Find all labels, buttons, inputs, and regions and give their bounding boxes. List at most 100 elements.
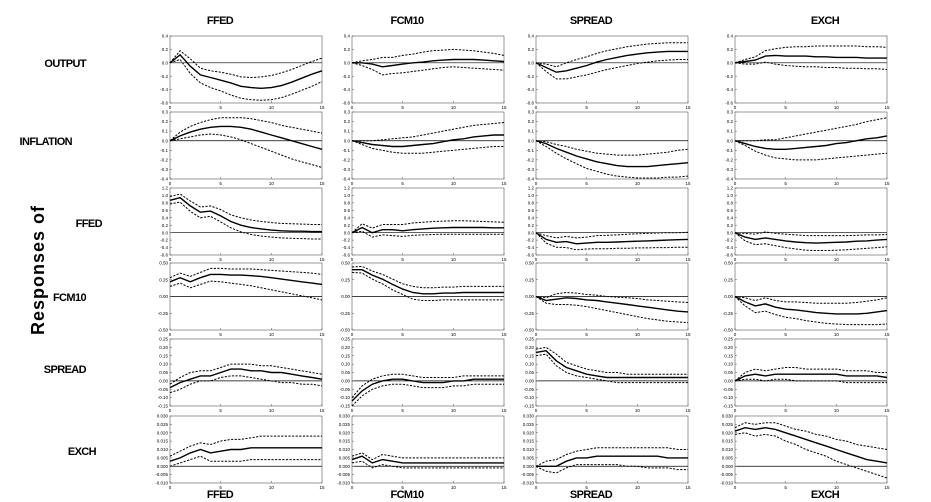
x-tick-label: 0 — [169, 181, 172, 186]
y-tick-label: -0.1 — [160, 148, 168, 153]
column-header-exch: EXCH — [811, 15, 840, 27]
x-tick-label: 10 — [635, 332, 641, 337]
y-tick-label: 0.05 — [341, 370, 350, 375]
x-tick-label: 5 — [585, 408, 588, 413]
y-tick-label: 0.00 — [525, 378, 534, 383]
x-tick-label: 5 — [585, 332, 588, 337]
x-tick-label: 5 — [784, 257, 787, 262]
x-tick-label: 0 — [535, 485, 538, 490]
y-tick-label: -0.50 — [524, 328, 535, 333]
x-tick-label: 10 — [451, 105, 457, 110]
x-tick-label: 10 — [269, 257, 275, 262]
x-tick-label: 15 — [884, 105, 890, 110]
panel-ffed-ffed: 1.2 1.0 0.8 0.6 0.4 0.2 0.0 -0.2 -0.4 -0.60 5 10 15 — [160, 186, 325, 262]
y-tick-label: -0.2 — [725, 238, 733, 243]
panel-frame — [535, 415, 689, 484]
y-tick-label: 0.000 — [157, 464, 169, 469]
y-tick-label: 0.0 — [727, 138, 734, 143]
y-tick-label: 0.3 — [344, 110, 351, 115]
y-tick-label: -0.6 — [526, 253, 534, 258]
y-tick-label: -0.05 — [723, 387, 734, 392]
y-tick-label: 0.25 — [525, 277, 534, 282]
y-tick-label: 0.50 — [724, 261, 733, 266]
response-line — [351, 455, 504, 464]
panel-fcm10-spread: 0.50 0.25 0.00 -0.25 -0.500 5 10 15 — [524, 261, 691, 337]
y-tick-label: 0.2 — [162, 119, 169, 124]
x-tick-label: 10 — [635, 181, 641, 186]
column-footer-exch: EXCH — [811, 489, 840, 501]
x-tick-label: 10 — [451, 408, 457, 413]
y-tick-label: 0.2 — [727, 119, 734, 124]
y-tick-label: 0.25 — [341, 337, 350, 342]
x-tick-label: 5 — [784, 181, 787, 186]
y-tick-label: -0.10 — [723, 395, 734, 400]
x-tick-label: 15 — [501, 181, 507, 186]
y-tick-label: 0.0 — [344, 230, 351, 235]
x-tick-label: 15 — [501, 105, 507, 110]
y-tick-label: 0.010 — [157, 447, 169, 452]
y-tick-label: -0.6 — [160, 101, 168, 106]
lower-band-line — [734, 432, 888, 479]
x-tick-label: 15 — [685, 181, 691, 186]
panel-ffed-spread: 1.2 1.0 0.8 0.6 0.4 0.2 0.0 -0.2 -0.4 -0.60 5 10 15 — [526, 186, 691, 262]
x-tick-label: 10 — [635, 408, 641, 413]
y-tick-label: -0.4 — [526, 245, 534, 250]
upper-band-line — [734, 45, 888, 64]
x-tick-label: 5 — [784, 408, 787, 413]
y-tick-label: 0.00 — [341, 378, 350, 383]
x-tick-label: 10 — [269, 408, 275, 413]
x-tick-label: 0 — [734, 332, 737, 337]
upper-band-line — [169, 435, 322, 457]
x-tick-label: 5 — [401, 485, 404, 490]
panel-spread-fcm10: 0.25 0.20 0.15 0.10 0.05 0.00 -0.05 -0.10 -0.150… — [340, 337, 507, 413]
response-line — [351, 378, 504, 402]
y-tick-label: 0.0 — [528, 230, 535, 235]
x-tick-label: 10 — [451, 485, 457, 490]
y-tick-label: 1.2 — [727, 186, 734, 191]
y-tick-label: 0.4 — [528, 215, 535, 220]
lower-band-line — [169, 58, 323, 101]
y-tick-label: 0.1 — [727, 129, 734, 134]
lower-band-line — [169, 375, 323, 394]
response-line — [734, 135, 888, 151]
x-tick-label: 5 — [784, 105, 787, 110]
panel-frame — [734, 187, 888, 256]
x-tick-label: 0 — [535, 408, 538, 413]
y-tick-label: 0.0 — [162, 60, 169, 65]
y-tick-label: 0.8 — [528, 200, 535, 205]
lower-band-line — [169, 455, 322, 467]
y-tick-label: -0.25 — [158, 311, 169, 316]
panel-output-ffed: 0.4 0.2 0.0 -0.2 -0.4 -0.60 5 10 15 — [160, 34, 325, 110]
y-tick-label: 0.2 — [528, 223, 535, 228]
x-tick-label: 15 — [319, 332, 325, 337]
response-line — [535, 349, 688, 379]
y-tick-label: 0.0 — [344, 138, 351, 143]
y-tick-label: 0.2 — [528, 119, 535, 124]
y-tick-label: 0.0 — [528, 138, 535, 143]
y-tick-label: 0.2 — [344, 119, 351, 124]
y-tick-label: 0.6 — [344, 208, 351, 213]
y-tick-label: 0.000 — [722, 464, 734, 469]
x-tick-label: 15 — [501, 332, 507, 337]
x-tick-label: 5 — [585, 257, 588, 262]
y-tick-label: -0.15 — [158, 404, 169, 409]
upper-band-line — [535, 447, 688, 467]
y-tick-label: -0.15 — [340, 404, 351, 409]
response-line — [351, 226, 504, 234]
y-tick-label: 0.005 — [523, 455, 535, 460]
y-tick-label: -0.6 — [160, 253, 168, 258]
y-tick-label: 0.2 — [727, 223, 734, 228]
y-tick-label: -0.2 — [342, 157, 350, 162]
panel-frame — [351, 338, 505, 407]
y-tick-label: -0.2 — [725, 157, 733, 162]
panel-exch-exch: 0.030 0.025 0.020 0.015 0.010 0.005 0.000 -0.00… — [720, 414, 890, 490]
panel-output-spread: 0.4 0.2 0.0 -0.2 -0.4 -0.60 5 10 15 — [526, 34, 691, 110]
y-tick-label: 0.0 — [727, 60, 734, 65]
y-tick-label: 0.030 — [157, 414, 169, 419]
panel-ffed-exch: 1.2 1.0 0.8 0.6 0.4 0.2 0.0 -0.2 -0.4 -0.60 5 10 15 — [725, 186, 890, 262]
y-tick-label: 0.25 — [724, 337, 733, 342]
panel-fcm10-ffed: 0.50 0.25 0.00 -0.25 -0.500 5 10 15 — [158, 261, 325, 337]
y-tick-label: -0.15 — [524, 404, 535, 409]
response-line — [734, 373, 888, 382]
lower-band-line — [351, 62, 505, 76]
